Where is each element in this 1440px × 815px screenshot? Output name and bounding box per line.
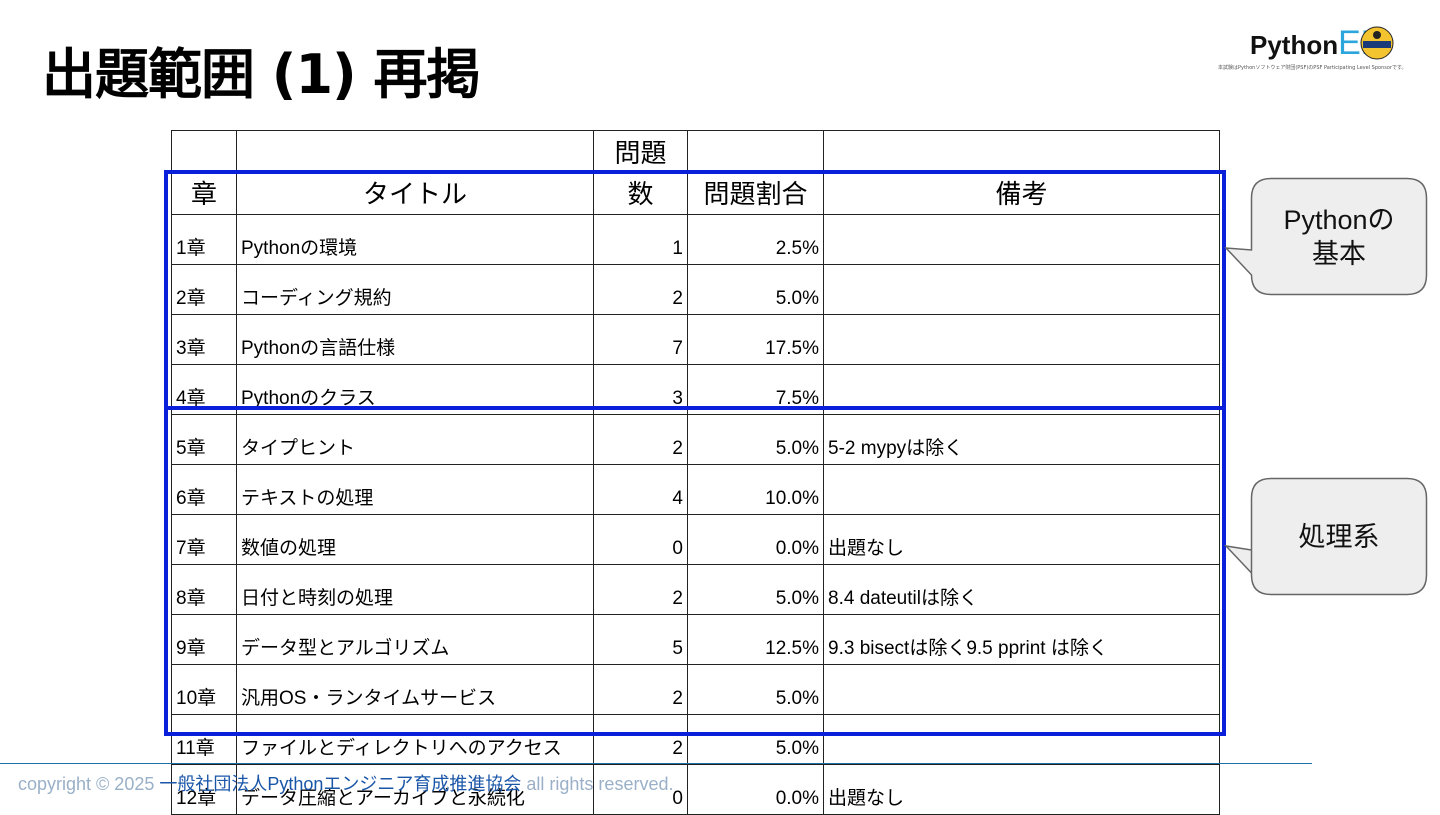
slide-title: 出題範囲 (1) 再掲	[42, 43, 481, 106]
header-note-top	[823, 130, 1220, 171]
cell-chapter: 1章	[171, 214, 237, 265]
cell-note	[823, 264, 1220, 315]
callout-basics: Pythonの 基本	[1224, 177, 1428, 296]
highlight-box-basics	[164, 170, 1226, 410]
cell-title: コーディング規約	[236, 264, 594, 315]
footer-copyright: copyright © 2025 一般社団法人Pythonエンジニア育成推進協会…	[18, 770, 673, 796]
cell-count: 5	[593, 614, 688, 665]
cell-note: 5-2 mypyは除く	[823, 414, 1220, 465]
header-ratio: 問題割合	[687, 171, 824, 215]
table-row: 3章 Pythonの言語仕様 7 17.5%	[171, 314, 1220, 365]
header-ratio-top	[687, 130, 824, 171]
footer-prefix: copyright © 2025	[18, 774, 160, 794]
cell-count: 2	[593, 714, 688, 765]
cell-note	[823, 664, 1220, 715]
cell-title: テキストの処理	[236, 464, 594, 515]
header-count-line1: 問題	[593, 130, 688, 171]
footer-divider	[0, 763, 1312, 764]
table-header-row: 問題	[171, 130, 1220, 171]
cell-count: 2	[593, 264, 688, 315]
cell-ratio: 12.5%	[687, 614, 824, 665]
header-title: タイトル	[236, 171, 594, 215]
logo-tagline: 本試験はPythonソフトウェア財団(PSF)のPSF Participatin…	[1218, 65, 1407, 71]
table-row: 2章 コーディング規約 2 5.0%	[171, 264, 1220, 315]
cell-chapter: 6章	[171, 464, 237, 515]
cell-title: 日付と時刻の処理	[236, 564, 594, 615]
cell-count: 2	[593, 664, 688, 715]
cell-ratio: 5.0%	[687, 564, 824, 615]
cell-title: データ型とアルゴリズム	[236, 614, 594, 665]
footer-org: 一般社団法人Pythonエンジニア育成推進協会	[159, 774, 522, 794]
cell-chapter: 10章	[171, 664, 237, 715]
cell-title: データ圧縮とアーカイブと永続化	[236, 764, 594, 815]
table-row: 5章 タイプヒント 2 5.0% 5-2 mypyは除く	[171, 414, 1220, 465]
cell-ratio: 5.0%	[687, 414, 824, 465]
header-chapter: 章	[171, 171, 237, 215]
cell-chapter: 3章	[171, 314, 237, 365]
cell-chapter: 12章	[171, 764, 237, 815]
cell-ratio: 5.0%	[687, 264, 824, 315]
table-row: 11章 ファイルとディレクトリへのアクセス 2 5.0%	[171, 714, 1220, 765]
cell-note: 出題なし	[823, 514, 1220, 565]
cell-title: Pythonの環境	[236, 214, 594, 265]
logo-python-text: Python	[1250, 30, 1339, 60]
cell-chapter: 11章	[171, 714, 237, 765]
table-row: 8章 日付と時刻の処理 2 5.0% 8.4 dateutilは除く	[171, 564, 1220, 615]
cell-title: Pythonの言語仕様	[236, 314, 594, 365]
callout-basics-line1: Pythonの	[1283, 205, 1395, 235]
footer-suffix: all rights reserved.	[521, 774, 674, 794]
cell-note: 8.4 dateutilは除く	[823, 564, 1220, 615]
callout-processing: 処理系	[1223, 477, 1428, 596]
header-chapter-top	[171, 130, 237, 171]
cell-title: 汎用OS・ランタイムサービス	[236, 664, 594, 715]
table-row: 12章 データ圧縮とアーカイブと永続化 0 0.0% 出題なし	[171, 764, 1220, 815]
table-row: 1章 Pythonの環境 1 2.5%	[171, 214, 1220, 265]
header-count-line2: 数	[593, 171, 688, 215]
callout-processing-shape	[1223, 477, 1428, 596]
highlight-box-processing	[164, 406, 1226, 736]
cell-count: 4	[593, 464, 688, 515]
cell-title: ファイルとディレクトリへのアクセス	[236, 714, 594, 765]
cell-count: 1	[593, 214, 688, 265]
cell-note: 出題なし	[823, 764, 1220, 815]
psf-badge-icon	[1360, 26, 1394, 60]
cell-chapter: 7章	[171, 514, 237, 565]
cell-title: 数値の処理	[236, 514, 594, 565]
header-title-top	[236, 130, 594, 171]
callout-processing-text: 処理系	[1298, 522, 1380, 552]
cell-note	[823, 714, 1220, 765]
pythoned-logo: PythonED 本試験はPythonソフトウェア財団(PSF)のPSF Par…	[1218, 22, 1418, 74]
callout-basics-shape	[1224, 177, 1428, 296]
table-row: 6章 テキストの処理 4 10.0%	[171, 464, 1220, 515]
table-row: 10章 汎用OS・ランタイムサービス 2 5.0%	[171, 664, 1220, 715]
callout-basics-line2: 基本	[1312, 239, 1366, 269]
table-row: 9章 データ型とアルゴリズム 5 12.5% 9.3 bisectは除く9.5 ppri…	[171, 614, 1220, 665]
cell-title: タイプヒント	[236, 414, 594, 465]
cell-ratio: 0.0%	[687, 764, 824, 815]
exam-scope-table: 問題 章 タイトル 数 問題割合 備考 1章 Pythonの環境 1 2.5% 2章コ…	[171, 130, 1220, 815]
cell-note	[823, 314, 1220, 365]
cell-ratio: 10.0%	[687, 464, 824, 515]
cell-ratio: 5.0%	[687, 664, 824, 715]
table-row: 7章 数値の処理 0 0.0% 出題なし	[171, 514, 1220, 565]
table-header-row: 章 タイトル 数 問題割合 備考	[171, 171, 1220, 215]
